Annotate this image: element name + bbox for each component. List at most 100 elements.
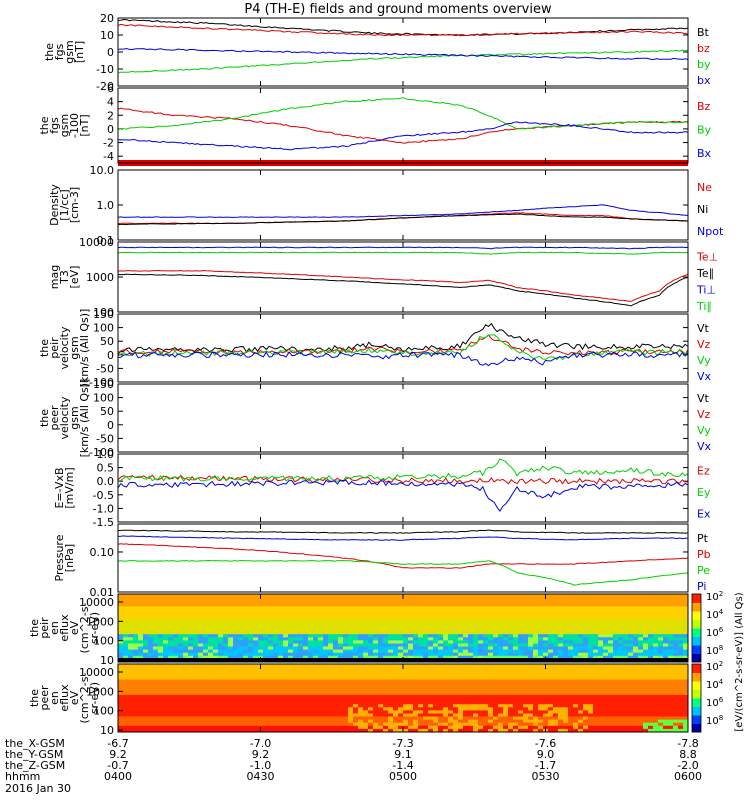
y-tick-label: 150	[93, 308, 114, 321]
panel-6: 150100500-50-100VtVzVyVxthepeervelocityg…	[38, 378, 712, 459]
panels: 20100-10-20Btbzbybxthefgsgsm[nT]6420-2-4…	[28, 12, 745, 737]
y-tick-label: 6	[107, 82, 114, 95]
y-tick-label: 100	[93, 322, 114, 335]
legend-entry: Ez	[697, 465, 710, 478]
y-tick-label: 10000	[79, 236, 114, 249]
y-axis-label-line: [nT]	[78, 114, 91, 136]
y-axis-label-line: [mV/m]	[63, 467, 76, 508]
series-line-Bz	[118, 108, 688, 143]
colorbar-segment	[692, 645, 701, 654]
y-axis-label-line: [cm-3]	[68, 187, 81, 223]
legend-entry: by	[697, 58, 711, 71]
y-tick-label: 0.5	[97, 462, 115, 475]
colorbar-segment	[692, 611, 701, 620]
legend-entry: Te⊥	[696, 250, 718, 263]
y-tick-label: -1.5	[93, 516, 114, 529]
panel-frame	[118, 454, 688, 522]
legend-entry: Vt	[697, 392, 710, 405]
y-axis-label: Density[1/cc][cm-3]	[48, 184, 81, 226]
y-axis-label-line: [nT]	[73, 41, 86, 63]
y-tick-label: -4	[103, 150, 114, 163]
panel-10: 10810610410210000100010010thepeereneflux…	[28, 660, 724, 737]
colorbar-segment	[692, 628, 701, 637]
legend-entry: Ni	[697, 203, 708, 216]
y-axis-label: E=-VxB[mV/m]	[53, 467, 76, 508]
y-axis-label-line: [km/s (All Qs)]	[78, 309, 91, 388]
legend-entry: Te∥	[696, 267, 714, 280]
y-tick-label: 0	[107, 123, 114, 136]
legend-entry: Vt	[697, 322, 710, 335]
y-axis-label-line: sr-eV)	[88, 612, 101, 644]
series-line-Pt	[118, 530, 688, 533]
legend-entry: By	[697, 124, 712, 137]
series-line-Vt	[118, 324, 688, 353]
series-line-Te∥	[118, 274, 688, 306]
legend-entry: Bx	[697, 147, 712, 160]
y-tick-label: 10	[100, 29, 114, 42]
y-tick-label: 1.0	[97, 199, 115, 212]
y-tick-label: -50	[96, 432, 114, 445]
y-tick-label: -1.0	[93, 502, 114, 515]
colorbar-segment	[692, 637, 701, 646]
legend-entry: Ne	[697, 181, 712, 194]
y-axis-label-line: [nPa]	[63, 544, 76, 572]
y-tick-label: -10	[96, 63, 114, 76]
legend-entry: bz	[697, 42, 710, 55]
colorbar-segment	[692, 603, 701, 612]
y-tick-label: 20	[100, 12, 114, 25]
y-tick-label: 0	[107, 349, 114, 362]
heatmap-cells	[118, 664, 689, 733]
panel-frame	[118, 384, 688, 452]
legend-entry: Npot	[697, 225, 724, 238]
series-line-Ex	[118, 480, 688, 511]
y-tick-label: -2	[103, 137, 114, 150]
legend-entry: bx	[697, 74, 711, 87]
series-line-Pe	[118, 561, 688, 586]
legend-entry: Vx	[697, 370, 712, 383]
legend-entry: Bt	[697, 26, 710, 39]
heatmap-cells	[118, 594, 689, 663]
panel-frame	[118, 88, 688, 163]
y-axis-label-line: [eV]	[68, 266, 81, 289]
legend-entry: Ti⊥	[696, 283, 716, 296]
legend-entry: Ex	[697, 507, 711, 520]
colorbar-segment	[692, 594, 701, 603]
legend-entry: Bz	[697, 100, 711, 113]
legend-entry: Pt	[697, 532, 709, 545]
y-tick-label: 0.0	[97, 475, 115, 488]
y-tick-label: 0.10	[90, 546, 115, 559]
y-tick-label: 10.0	[90, 164, 115, 177]
y-tick-label: 150	[93, 378, 114, 391]
y-tick-label: -50	[96, 362, 114, 375]
panel-9: 10810610410210000100010010thepeireneflux…	[28, 590, 724, 667]
colorbar-tick-label: 108	[706, 644, 723, 657]
y-tick-label: 50	[100, 335, 114, 348]
y-tick-label: 0	[107, 419, 114, 432]
colorbar-tick-label: 104	[706, 608, 724, 621]
y-tick-label: 50	[100, 405, 114, 418]
y-axis-label: Pressure[nPa]	[53, 534, 76, 581]
legend-entry: Vz	[697, 408, 711, 421]
y-tick-label: 0	[107, 46, 114, 59]
legend-entry: Vy	[697, 424, 711, 437]
legend-entry: Vx	[697, 440, 712, 453]
y-tick-label: -0.5	[93, 489, 114, 502]
colorbar-tick-label: 106	[706, 626, 724, 639]
figure-title: P4 (TH-E) fields and ground moments over…	[244, 2, 552, 17]
legend-entry: Vz	[697, 338, 711, 351]
series-line-by	[118, 50, 688, 73]
legend-entry: Ey	[697, 486, 711, 499]
y-tick-label: 100	[93, 392, 114, 405]
panel-5: 150100500-50-100VtVzVyVxthepeirvelocityg…	[38, 308, 712, 389]
